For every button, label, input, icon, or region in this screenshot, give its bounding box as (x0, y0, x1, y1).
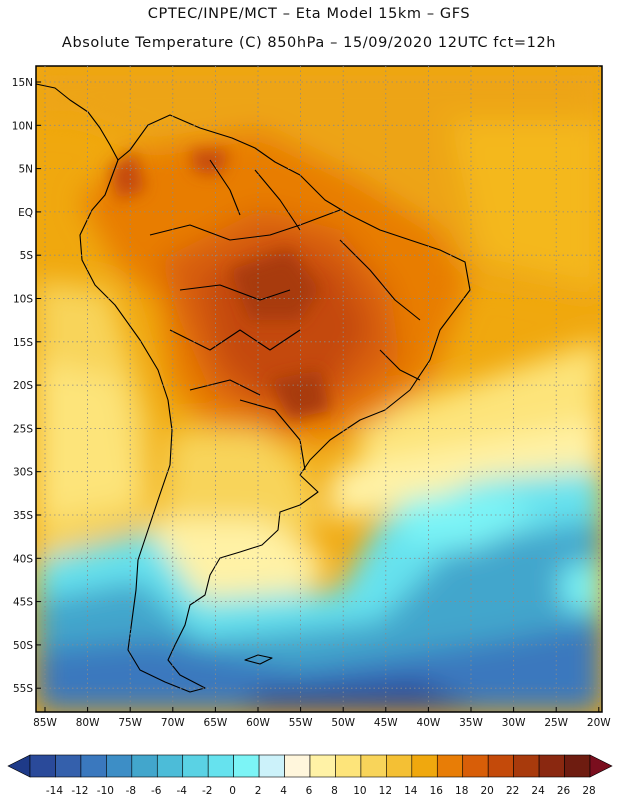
colorbar-label: 2 (255, 785, 262, 797)
colorbar-swatch (258, 754, 285, 778)
colorbar-under-arrow (7, 754, 31, 778)
latitude-labels: 15N 10N 5N EQ 5S 10S 15S 20S 25S 30S 35S 40S 45S 50S 5… (12, 77, 34, 695)
chart-title-line1: CPTEC/INPE/MCT – Eta Model 15km – GFS (147, 6, 471, 22)
colorbar-label: 14 (404, 785, 418, 797)
lat-label: 35S (13, 510, 33, 522)
colorbar-label: 12 (379, 785, 392, 797)
lat-label: EQ (18, 207, 33, 219)
lat-label: 5N (18, 164, 33, 176)
colorbar-swatch (55, 754, 82, 778)
colorbar-swatch (436, 754, 464, 778)
colorbar-label: 16 (430, 785, 444, 797)
colorbar-label: -10 (97, 785, 114, 797)
lat-label: 5S (20, 250, 34, 262)
lat-label: 25S (13, 423, 33, 435)
colorbar-swatch (80, 754, 107, 778)
lat-label: 30S (13, 467, 33, 479)
lon-label: 75W (118, 717, 142, 729)
colorbar-swatch (156, 754, 184, 778)
coastline-borders (35, 83, 471, 693)
colorbar-label: 24 (531, 785, 545, 797)
chart-title-line2: Absolute Temperature (C) 850hPa – 15/09/… (61, 35, 557, 51)
temperature-field (36, 66, 602, 712)
lat-label: 10N (12, 120, 33, 132)
colorbar-swatch (309, 754, 336, 778)
colorbar-label: 4 (280, 785, 287, 797)
lon-label: 80W (76, 717, 100, 729)
colorbar (7, 754, 613, 778)
colorbar-swatch (538, 754, 565, 778)
colorbar-swatch (487, 754, 514, 778)
lat-label: 50S (13, 640, 33, 652)
colorbar-label: 26 (557, 785, 571, 797)
colorbar-swatch (233, 754, 260, 778)
colorbar-label: 28 (582, 785, 595, 797)
lat-lon-gridlines (36, 66, 602, 712)
colorbar-label: -2 (202, 785, 212, 797)
lon-label: 70W (161, 717, 185, 729)
colorbar-swatch (386, 754, 413, 778)
colorbar-labels: -14 -12 -10 -8 -6 -4 -2 0 2 4 6 8 10 12 14 16 18 20 22 24 26… (46, 785, 596, 797)
colorbar-label: 0 (229, 785, 236, 797)
plot-frame (35, 65, 603, 713)
lat-label: 45S (13, 597, 33, 609)
colorbar-label: 18 (455, 785, 468, 797)
colorbar-swatch (131, 754, 158, 778)
colorbar-label: 6 (306, 785, 313, 797)
colorbar-label: -12 (71, 785, 88, 797)
colorbar-swatch (207, 754, 234, 778)
lat-label: 20S (13, 380, 33, 392)
lon-label: 25W (544, 717, 568, 729)
colorbar-swatch (106, 754, 133, 778)
lat-label: 15N (12, 77, 33, 89)
colorbar-swatch (284, 754, 311, 778)
lon-label: 30W (502, 717, 526, 729)
lon-label: 20W (587, 717, 611, 729)
lat-label: 40S (13, 553, 33, 565)
colorbar-swatch (513, 754, 540, 778)
colorbar-label: 20 (480, 785, 493, 797)
longitude-labels: 85W 80W 75W 70W 65W 60W 55W 50W 45W 40W 35W 30W 25W 2… (33, 717, 611, 729)
lon-label: 85W (33, 717, 57, 729)
lat-label: 55S (13, 683, 33, 695)
lat-label: 15S (13, 337, 33, 349)
lat-label: 10S (13, 294, 33, 306)
colorbar-label: -6 (151, 785, 162, 797)
lon-label: 55W (289, 717, 313, 729)
colorbar-label: 10 (353, 785, 366, 797)
colorbar-over-arrow (589, 754, 613, 778)
lon-label: 40W (417, 717, 441, 729)
colorbar-swatch (564, 754, 591, 778)
lon-label: 65W (204, 717, 228, 729)
colorbar-swatch (360, 754, 387, 778)
colorbar-label: 22 (506, 785, 519, 797)
lon-label: 45W (374, 717, 398, 729)
colorbar-swatch (411, 754, 438, 778)
colorbar-swatch (182, 754, 209, 778)
colorbar-label: -4 (176, 785, 187, 797)
colorbar-label: -8 (126, 785, 136, 797)
colorbar-swatch (462, 754, 489, 778)
lon-label: 50W (331, 717, 355, 729)
lon-label: 60W (246, 717, 270, 729)
colorbar-label: 8 (331, 785, 338, 797)
colorbar-label: -14 (46, 785, 63, 797)
lon-label: 35W (459, 717, 483, 729)
colorbar-swatch (335, 754, 362, 778)
colorbar-swatch (29, 754, 56, 778)
